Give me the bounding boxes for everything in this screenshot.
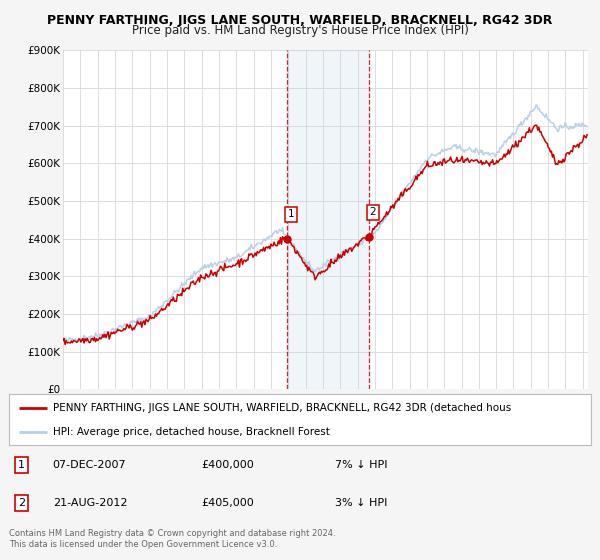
Text: 1: 1 — [288, 209, 295, 219]
Text: £405,000: £405,000 — [201, 498, 254, 508]
Text: Price paid vs. HM Land Registry's House Price Index (HPI): Price paid vs. HM Land Registry's House … — [131, 24, 469, 36]
Bar — [287, 50, 368, 389]
Text: HPI: Average price, detached house, Bracknell Forest: HPI: Average price, detached house, Brac… — [53, 427, 329, 437]
Text: 3% ↓ HPI: 3% ↓ HPI — [335, 498, 387, 508]
Text: 2: 2 — [370, 207, 376, 217]
Text: PENNY FARTHING, JIGS LANE SOUTH, WARFIELD, BRACKNELL, RG42 3DR (detached hous: PENNY FARTHING, JIGS LANE SOUTH, WARFIEL… — [53, 403, 511, 413]
Text: £400,000: £400,000 — [201, 460, 254, 470]
Text: PENNY FARTHING, JIGS LANE SOUTH, WARFIELD, BRACKNELL, RG42 3DR: PENNY FARTHING, JIGS LANE SOUTH, WARFIEL… — [47, 14, 553, 27]
Text: 2: 2 — [18, 498, 25, 508]
Text: 7% ↓ HPI: 7% ↓ HPI — [335, 460, 388, 470]
Text: 1: 1 — [19, 460, 25, 470]
Text: 07-DEC-2007: 07-DEC-2007 — [53, 460, 126, 470]
Text: Contains HM Land Registry data © Crown copyright and database right 2024.
This d: Contains HM Land Registry data © Crown c… — [9, 529, 335, 549]
Text: 21-AUG-2012: 21-AUG-2012 — [53, 498, 127, 508]
